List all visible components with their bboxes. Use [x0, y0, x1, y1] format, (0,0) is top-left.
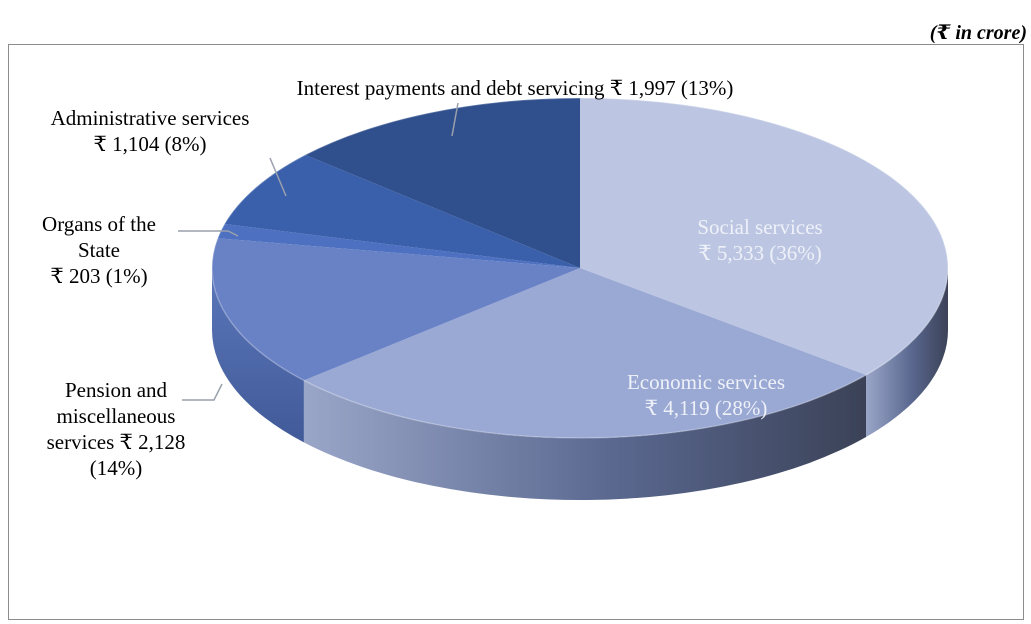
- label-pension-services-line: (14%): [90, 456, 142, 480]
- label-organs-of-state-line: Organs of the: [42, 212, 156, 236]
- label-organs-of-state: Organs of the State ₹ 203 (1%): [42, 212, 156, 288]
- pie-slice: [580, 98, 949, 375]
- label-interest-payments-line: Interest payments and debt servicing ₹ 1…: [297, 76, 734, 100]
- label-interest-payments: Interest payments and debt servicing ₹ 1…: [297, 76, 734, 100]
- pie-slice: [303, 268, 867, 438]
- leader-organs: [178, 230, 239, 237]
- label-social-services-line: ₹ 5,333 (36%): [698, 241, 822, 265]
- pie-top-layer: [211, 97, 949, 439]
- pie-side-layer: [212, 268, 948, 501]
- unit-note: (₹ in crore): [929, 22, 1027, 44]
- leader-interest: [451, 102, 459, 137]
- label-economic-services: Economic services ₹ 4,119 (28%): [627, 370, 785, 420]
- label-social-services: Social services ₹ 5,333 (36%): [697, 215, 822, 265]
- label-economic-services-line: ₹ 4,119 (28%): [645, 396, 768, 420]
- pie-side-0: [866, 268, 948, 437]
- label-social-services-line: Social services: [697, 215, 822, 239]
- label-pension-services-line: miscellaneous: [57, 404, 176, 428]
- label-organs-of-state-line: State: [78, 238, 120, 262]
- pie-slice: [212, 238, 580, 381]
- label-administrative-services-line: ₹ 1,104 (8%): [93, 132, 206, 156]
- pie-side-2: [212, 268, 304, 443]
- label-pension-services-line: Pension and: [65, 378, 168, 402]
- leader-administrative: [269, 157, 287, 197]
- pie-rim: [211, 97, 949, 439]
- pie-slice: [224, 154, 580, 268]
- slice-labels: Social services ₹ 5,333 (36%) Economic ser…: [42, 76, 823, 480]
- label-pension-services: Pension and miscellaneous services ₹ 2,128…: [47, 378, 186, 480]
- label-economic-services-line: Economic services: [627, 370, 785, 394]
- label-pension-services-line: services ₹ 2,128: [47, 430, 186, 454]
- leader-pension: [182, 383, 223, 401]
- pie-slice: [305, 98, 580, 268]
- pie-slice: [217, 224, 580, 268]
- leader-lines: [178, 102, 459, 401]
- label-organs-of-state-line: ₹ 203 (1%): [50, 264, 147, 288]
- pie-side-1: [303, 374, 867, 501]
- label-administrative-services: Administrative services ₹ 1,104 (8%): [51, 106, 250, 156]
- label-administrative-services-line: Administrative services: [51, 106, 250, 130]
